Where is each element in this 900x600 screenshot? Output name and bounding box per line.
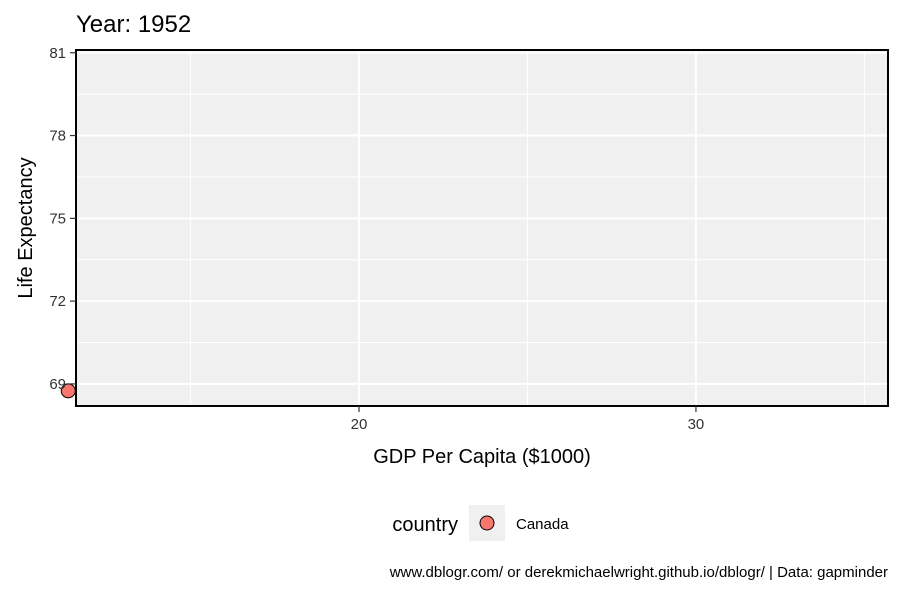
y-tick-label: 75 xyxy=(49,210,66,227)
x-tick-label: 30 xyxy=(688,416,705,433)
x-tick-label: 20 xyxy=(351,416,368,433)
y-tick-label: 69 xyxy=(49,376,66,393)
x-axis-label: GDP Per Capita ($1000) xyxy=(373,446,591,468)
legend-title: country xyxy=(392,514,458,536)
legend: country Canada xyxy=(392,505,569,541)
y-tick-label: 81 xyxy=(49,45,66,62)
y-axis-label: Life Expectancy xyxy=(15,157,37,298)
chart-caption: www.dblogr.com/ or derekmichaelwright.gi… xyxy=(389,564,888,581)
plot-panel xyxy=(76,50,888,406)
x-axis-ticks: 20 30 xyxy=(351,406,705,433)
grid-lines xyxy=(76,50,888,406)
plot-border xyxy=(75,49,889,407)
y-tick-label: 72 xyxy=(49,293,66,310)
y-axis-ticks: 69 72 75 78 81 xyxy=(49,45,76,393)
y-tick-label: 78 xyxy=(49,128,66,145)
legend-key-canada xyxy=(479,515,495,531)
legend-label-canada: Canada xyxy=(516,516,569,533)
chart-title: Year: 1952 xyxy=(76,11,191,38)
